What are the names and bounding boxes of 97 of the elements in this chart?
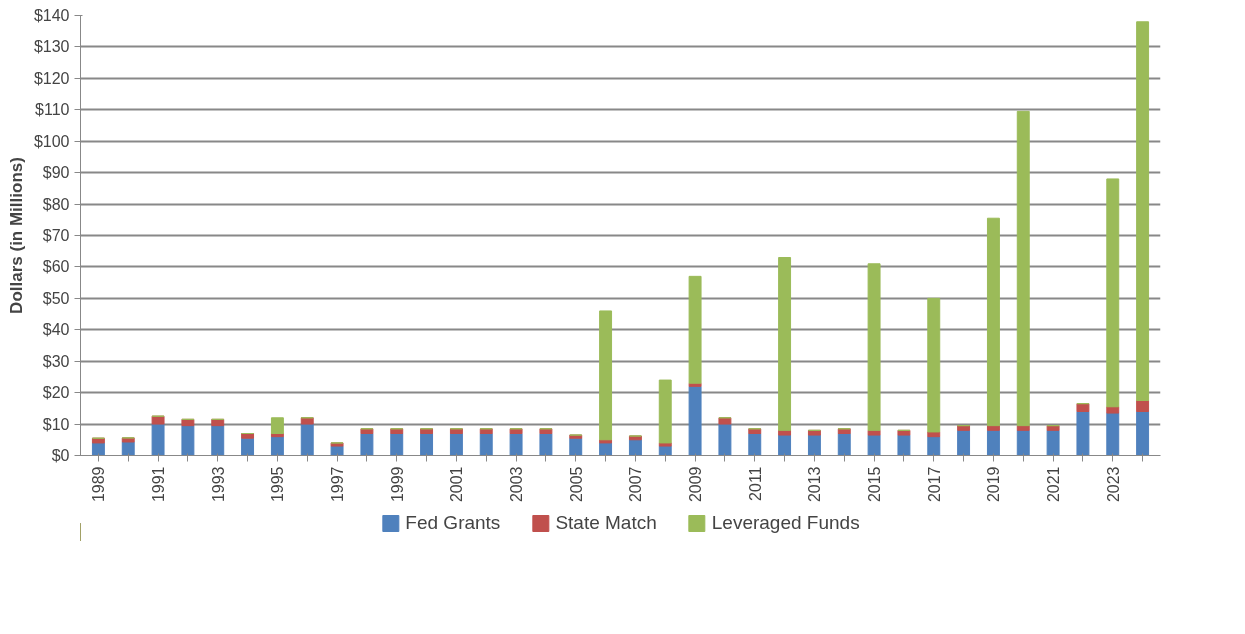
y-tick-label: $0 (51, 447, 70, 464)
bar (1106, 178, 1120, 408)
y-tick-label: $90 (42, 164, 70, 182)
bar (211, 425, 225, 456)
bar (718, 423, 732, 456)
x-tick-label: 2023 (1104, 466, 1122, 503)
bar (509, 433, 523, 456)
x-tick-label: 1993 (209, 466, 227, 503)
bar (748, 428, 762, 434)
bar (986, 217, 1000, 427)
bar (1016, 429, 1030, 456)
y-tick-label: $50 (42, 289, 70, 307)
bar (151, 423, 165, 456)
bar (1136, 411, 1150, 456)
bar (241, 437, 255, 456)
bar (509, 428, 523, 434)
y-tick-label: $110 (35, 101, 70, 119)
bar (807, 434, 821, 456)
bar (449, 428, 463, 434)
bar (986, 429, 1000, 456)
bar (867, 263, 881, 431)
bar (1076, 411, 1090, 456)
y-tick-label: $30 (42, 352, 70, 370)
bar (539, 428, 553, 434)
y-tick-label: $140 (33, 7, 70, 24)
x-tick-label: 2009 (687, 466, 705, 503)
bar (599, 310, 613, 441)
x-tick-label: 2019 (985, 466, 1003, 503)
bar (837, 428, 851, 434)
bar (300, 417, 314, 425)
bar (1076, 403, 1090, 412)
bar (390, 433, 404, 456)
y-tick-label: $60 (42, 258, 70, 276)
bar (181, 425, 195, 456)
y-tick-label: $120 (33, 69, 70, 87)
bar (420, 428, 434, 434)
bar (957, 429, 971, 456)
y-tick-label: $40 (42, 321, 70, 339)
bar (1046, 425, 1060, 431)
bar (927, 297, 941, 433)
bar (449, 433, 463, 456)
bar (479, 428, 493, 434)
bar (778, 434, 792, 456)
bar (778, 257, 792, 431)
bar (420, 433, 434, 456)
bar (1016, 110, 1030, 427)
bar (270, 436, 284, 456)
bar (539, 433, 553, 456)
x-tick-label: 1989 (90, 466, 108, 503)
bar (390, 428, 404, 434)
bar (300, 423, 314, 456)
x-tick-label: 2005 (567, 466, 585, 503)
bar (718, 417, 732, 425)
y-tick-label: $70 (42, 227, 70, 244)
x-tick-label: 2007 (627, 466, 645, 503)
x-tick-label: 1999 (388, 466, 406, 503)
bar (1046, 429, 1060, 456)
bar (1106, 412, 1120, 456)
bar (837, 433, 851, 456)
bar (897, 434, 911, 456)
x-tick-label: 2017 (925, 466, 943, 503)
y-tick-label: $80 (42, 195, 70, 213)
y-tick-label: $20 (42, 384, 70, 402)
legend-label: State Match (555, 512, 657, 534)
bar (927, 436, 941, 456)
bar (270, 417, 284, 434)
y-tick-label: $10 (42, 415, 70, 433)
x-tick-label: 2001 (448, 466, 466, 503)
bar (867, 434, 881, 456)
x-tick-label: 1997 (329, 466, 347, 503)
bar (957, 425, 971, 431)
bar (748, 433, 762, 456)
bar (867, 429, 881, 436)
bar (688, 385, 702, 456)
x-tick-label: 2021 (1045, 466, 1063, 503)
x-tick-label: 1995 (269, 466, 287, 503)
bar (1136, 21, 1150, 401)
x-tick-label: 2015 (866, 466, 884, 503)
bar (1136, 400, 1150, 412)
x-tick-label: 2011 (746, 466, 764, 501)
x-tick-label: 2013 (806, 466, 824, 503)
bar (599, 439, 613, 444)
bar (360, 433, 374, 456)
legend-label: Fed Grants (405, 512, 501, 534)
y-tick-label: $100 (33, 132, 70, 150)
bar (658, 379, 672, 444)
y-axis-title: Dollars (in Millions) (6, 157, 26, 314)
x-tick-label: 1991 (150, 466, 168, 503)
bar (569, 437, 583, 456)
bar (479, 433, 493, 456)
bar (688, 275, 702, 384)
bar (360, 428, 374, 434)
x-tick-label: 2003 (508, 466, 526, 503)
y-tick-label: $130 (33, 38, 70, 56)
bar (628, 439, 642, 456)
legend-label: Leveraged Funds (711, 512, 860, 534)
bar (1106, 406, 1120, 414)
